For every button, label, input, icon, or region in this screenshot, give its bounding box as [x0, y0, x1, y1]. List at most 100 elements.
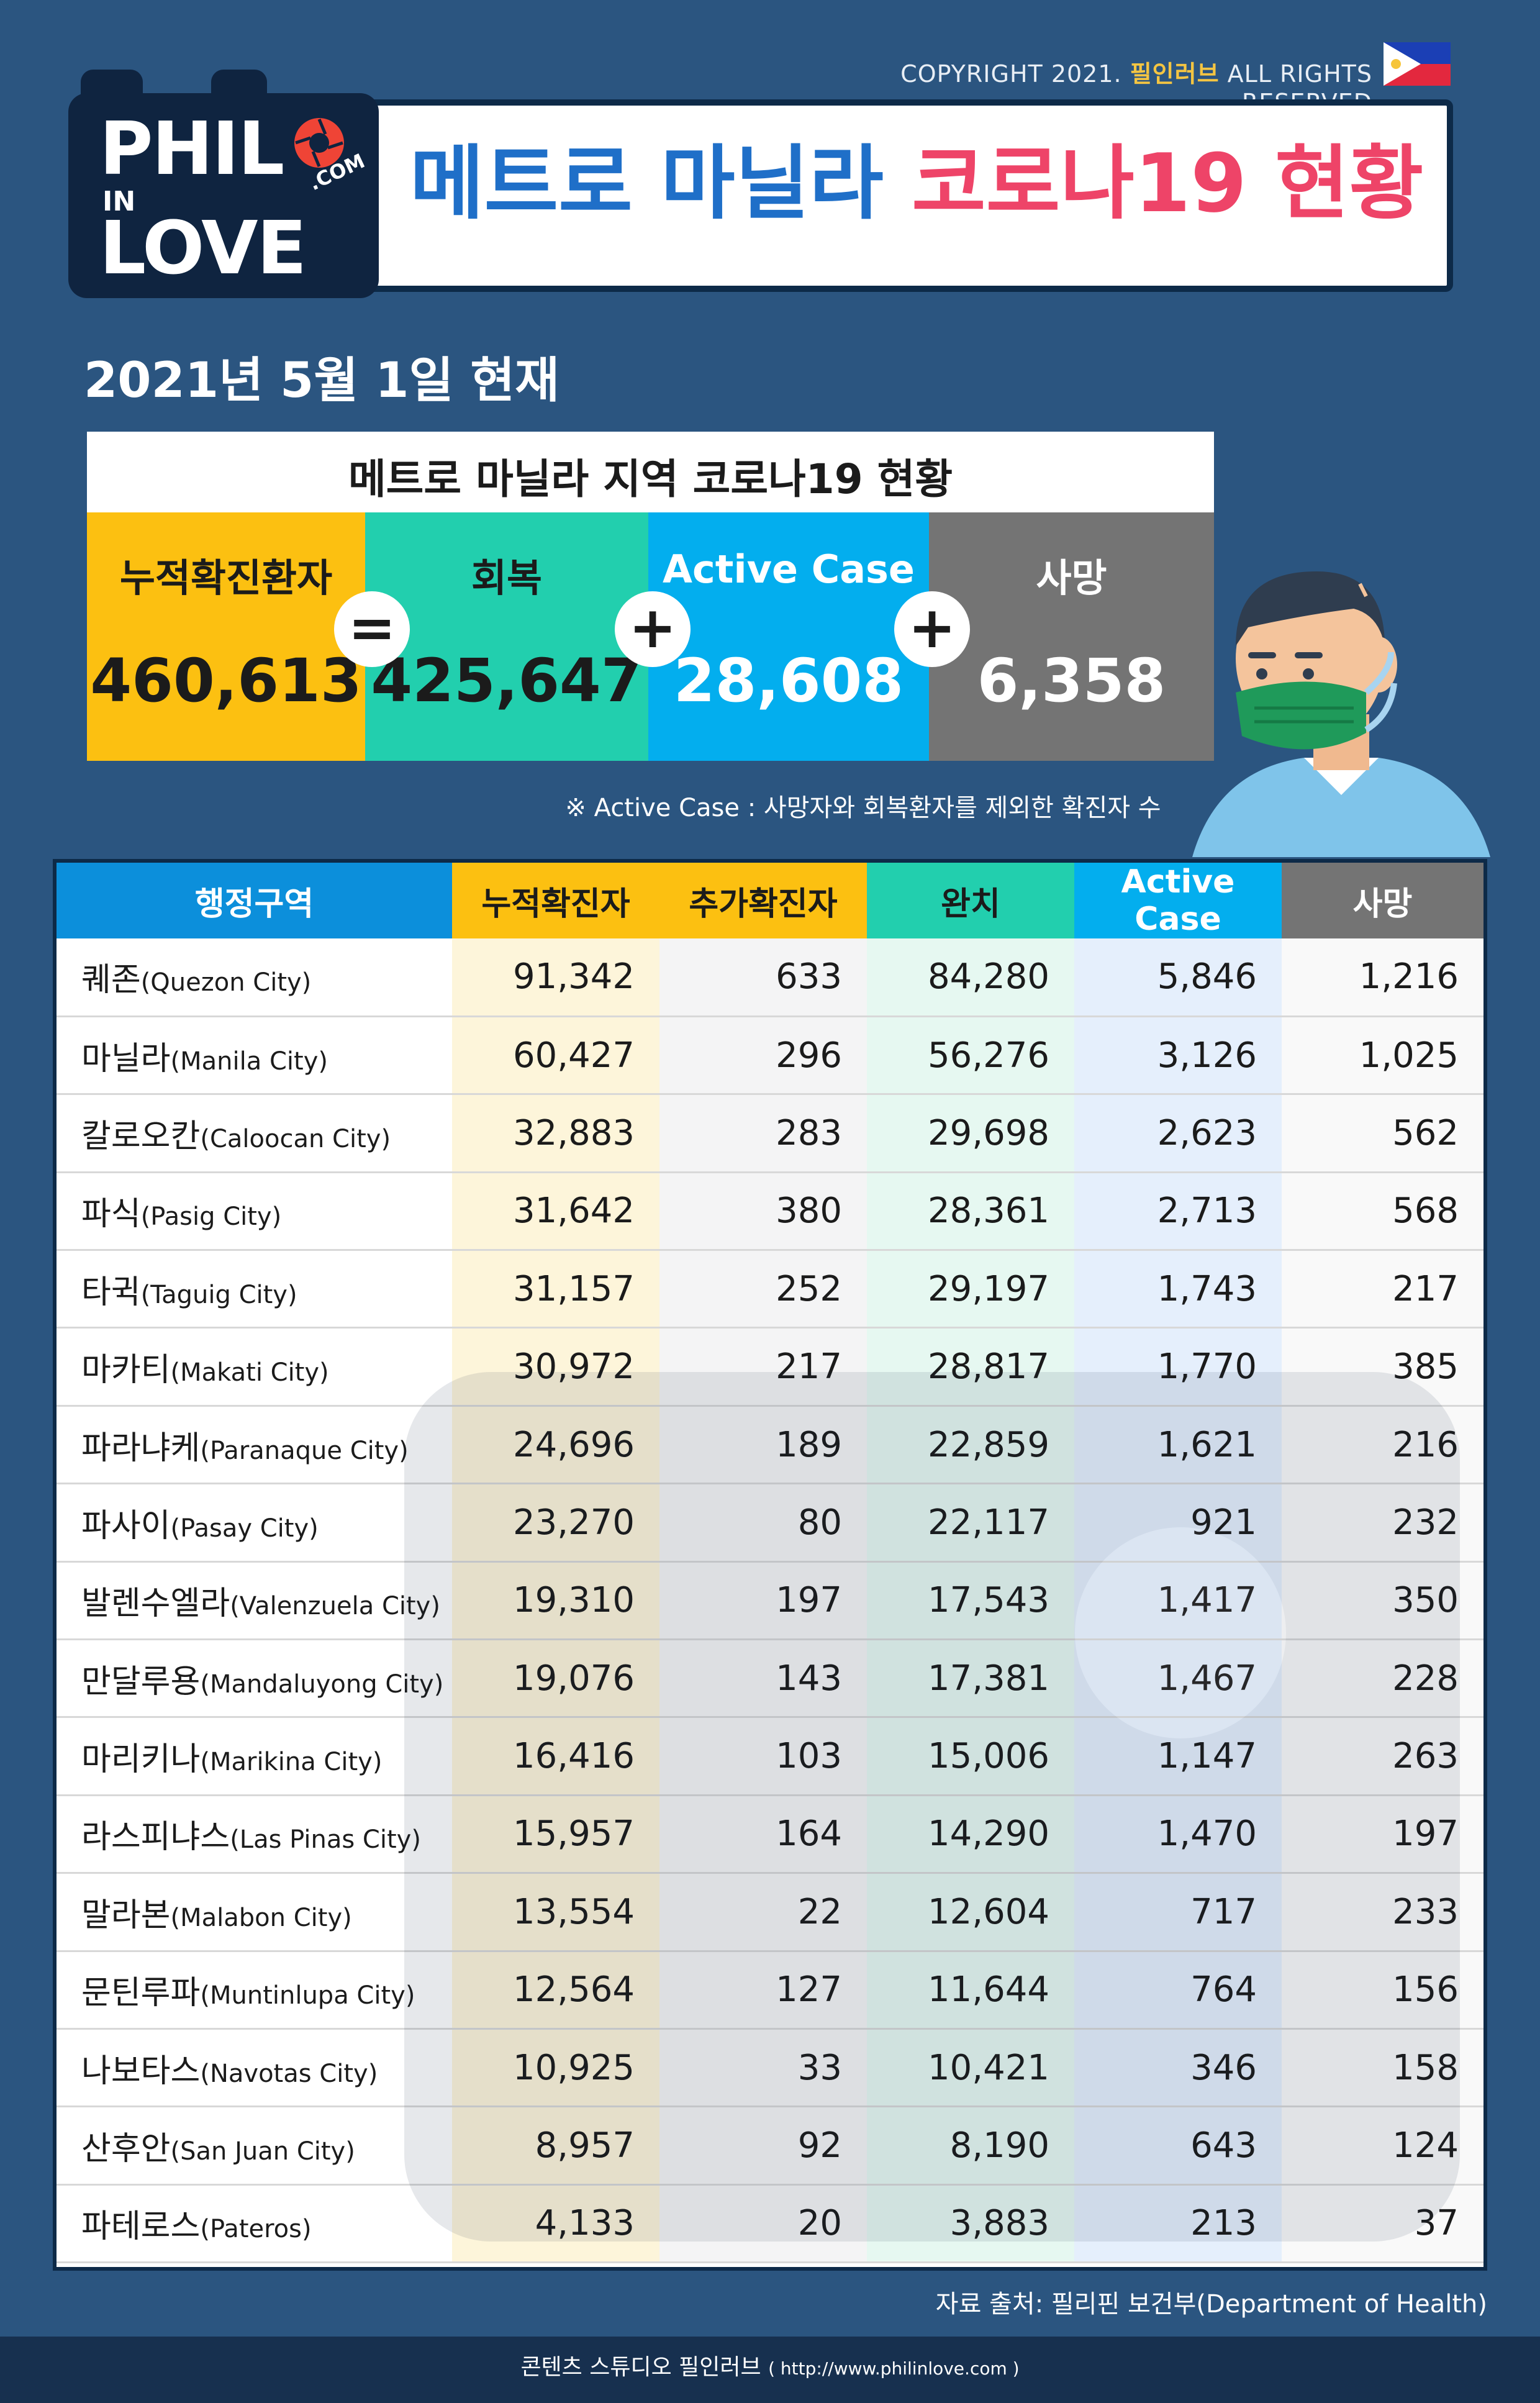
cell-active: 1,417 [1074, 1561, 1282, 1641]
plus-operator-1: + [615, 591, 691, 667]
header-district: 행정구역 [57, 863, 452, 938]
cell-deaths: 263 [1282, 1717, 1483, 1796]
cell-recovered: 28,361 [867, 1172, 1074, 1251]
philippines-flag-icon [1384, 42, 1451, 86]
district-name-en: (Valenzuela City) [230, 1592, 440, 1621]
summary-active-value: 28,608 [673, 646, 904, 715]
cell-new: 33 [659, 2028, 867, 2108]
cell-new: 633 [659, 938, 867, 1017]
header-active: Active Case [1074, 863, 1282, 938]
district-name-en: (Manila City) [170, 1047, 328, 1076]
table-row: 타귁(Taguig City) 31,157 252 29,197 1,743 217 [57, 1250, 1483, 1329]
district-name-en: (Paranaque City) [200, 1436, 409, 1465]
district-name-kr: 파테로스 [81, 2208, 201, 2246]
table-row: 마리키나(Marikina City)16,41610315,0061,1472… [57, 1717, 1483, 1796]
cell-new: 103 [659, 1717, 867, 1796]
logo-love: LOVE [99, 205, 307, 291]
cell-active: 1,743 [1074, 1250, 1282, 1329]
district-name-cell: 말라본(Malabon City) [57, 1873, 452, 1952]
cell-new: 20 [659, 2184, 867, 2264]
cell-deaths: 228 [1282, 1639, 1483, 1719]
cell-active: 643 [1074, 2106, 1282, 2186]
district-name-cell: 마카티(Makati City) [57, 1327, 452, 1407]
district-name-kr: 칼로오칸 [81, 1117, 201, 1155]
district-name-kr: 나보타스 [81, 2052, 201, 2090]
cell-new: 283 [659, 1094, 867, 1173]
district-name-kr: 마카티 [81, 1351, 171, 1389]
cell-recovered: 11,644 [867, 1951, 1074, 2030]
cell-new: 380 [659, 1172, 867, 1251]
cell-total: 16,416 [452, 1717, 659, 1796]
cell-new: 189 [659, 1406, 867, 1485]
cell-deaths: 232 [1282, 1483, 1483, 1563]
cell-deaths: 197 [1282, 1795, 1483, 1874]
active-case-note: ※ Active Case : 사망자와 회복환자를 제외한 확진자 수 [565, 794, 1161, 822]
footer-url[interactable]: ( http://www.philinlove.com ) [768, 2358, 1020, 2379]
district-name-en: (Pasay City) [170, 1514, 319, 1543]
district-name-kr: 마닐라 [81, 1040, 171, 1078]
district-table: 행정구역 누적확진자 추가확진자 완치 Active Case 사망 퀘존(Qu… [53, 859, 1487, 2271]
cell-new: 296 [659, 1016, 867, 1096]
cell-total: 31,157 [452, 1250, 659, 1329]
cell-total: 10,925 [452, 2028, 659, 2108]
table-header-row: 행정구역 누적확진자 추가확진자 완치 Active Case 사망 [57, 863, 1483, 938]
summary-deaths-label: 사망 [1036, 555, 1107, 601]
district-name-en: (Makati City) [170, 1358, 329, 1388]
footer-text: 콘텐츠 스튜디오 필인러브 ( http://www.philinlove.co… [520, 2355, 1020, 2380]
cell-deaths: 385 [1282, 1327, 1483, 1407]
cell-recovered: 28,817 [867, 1327, 1074, 1407]
cell-active: 213 [1074, 2184, 1282, 2264]
district-name-kr: 타귁 [81, 1273, 141, 1311]
cell-new: 22 [659, 1873, 867, 1952]
cell-deaths: 217 [1282, 1250, 1483, 1329]
summary-active-label: Active Case [663, 547, 915, 592]
cell-deaths: 216 [1282, 1406, 1483, 1485]
header-new: 추가확진자 [659, 863, 867, 938]
summary-title: 메트로 마닐라 지역 코로나19 현황 [348, 455, 953, 503]
cell-total: 12,564 [452, 1951, 659, 2030]
district-name-kr: 말라본 [81, 1896, 171, 1934]
table-row: 마카티(Makati City) 30,972 217 28,817 1,770 385 [57, 1327, 1483, 1407]
district-name-cell: 파테로스(Pateros) [57, 2184, 452, 2264]
summary-recovered: 회복 425,647 [365, 512, 648, 761]
watermark-logo [404, 1372, 1460, 2242]
cell-recovered: 10,421 [867, 2028, 1074, 2108]
district-name-cell: 마닐라(Manila City) [57, 1016, 452, 1096]
district-name-kr: 파사이 [81, 1507, 171, 1545]
table-row: 마닐라(Manila City) 60,427 296 56,276 3,126 1,02… [57, 1016, 1483, 1096]
district-name-kr: 산후안 [81, 2130, 171, 2168]
cell-recovered: 29,197 [867, 1250, 1074, 1329]
cell-deaths: 37 [1282, 2184, 1483, 2264]
cell-active: 5,846 [1074, 938, 1282, 1017]
district-name-en: (Navotas City) [200, 2059, 378, 2088]
cell-active: 921 [1074, 1483, 1282, 1563]
summary-recovered-label: 회복 [471, 555, 543, 601]
header-recovered: 완치 [867, 863, 1074, 938]
district-name-kr: 만달루용 [81, 1663, 201, 1701]
summary-deaths-value: 6,358 [977, 646, 1166, 715]
cell-recovered: 22,859 [867, 1406, 1074, 1485]
cell-new: 127 [659, 1951, 867, 2030]
district-name-cell: 칼로오칸(Caloocan City) [57, 1094, 452, 1173]
district-name-cell: 만달루용(Mandaluyong City) [57, 1639, 452, 1719]
district-name-kr: 라스피냐스 [81, 1819, 230, 1856]
table-row: 칼로오칸(Caloocan City) 32,883 283 29,698 2,623 5… [57, 1094, 1483, 1173]
cell-deaths: 562 [1282, 1094, 1483, 1173]
cell-new: 217 [659, 1327, 867, 1407]
plus-operator-2: + [894, 591, 970, 667]
cell-total: 8,957 [452, 2106, 659, 2186]
table-row: 산후안(San Juan City)8,957928,190643124 [57, 2106, 1483, 2186]
cell-recovered: 12,604 [867, 1873, 1074, 1952]
table-row: 파테로스(Pateros)4,133203,88321337 [57, 2184, 1483, 2264]
district-name-kr: 파라냐케 [81, 1429, 201, 1467]
cell-deaths: 1,216 [1282, 938, 1483, 1017]
district-name-cell: 문틴루파(Muntinlupa City) [57, 1951, 452, 2030]
cell-deaths: 158 [1282, 2028, 1483, 2108]
cell-total: 13,554 [452, 1873, 659, 1952]
district-name-en: (Pasig City) [140, 1202, 282, 1232]
table-row: 만달루용(Mandaluyong City)19,07614317,3811,4… [57, 1639, 1483, 1719]
logo-in: IN [102, 186, 136, 217]
page-title: 메트로 마닐라 코로나19 현황 [410, 136, 1424, 230]
cell-new: 92 [659, 2106, 867, 2186]
cell-total: 31,642 [452, 1172, 659, 1251]
